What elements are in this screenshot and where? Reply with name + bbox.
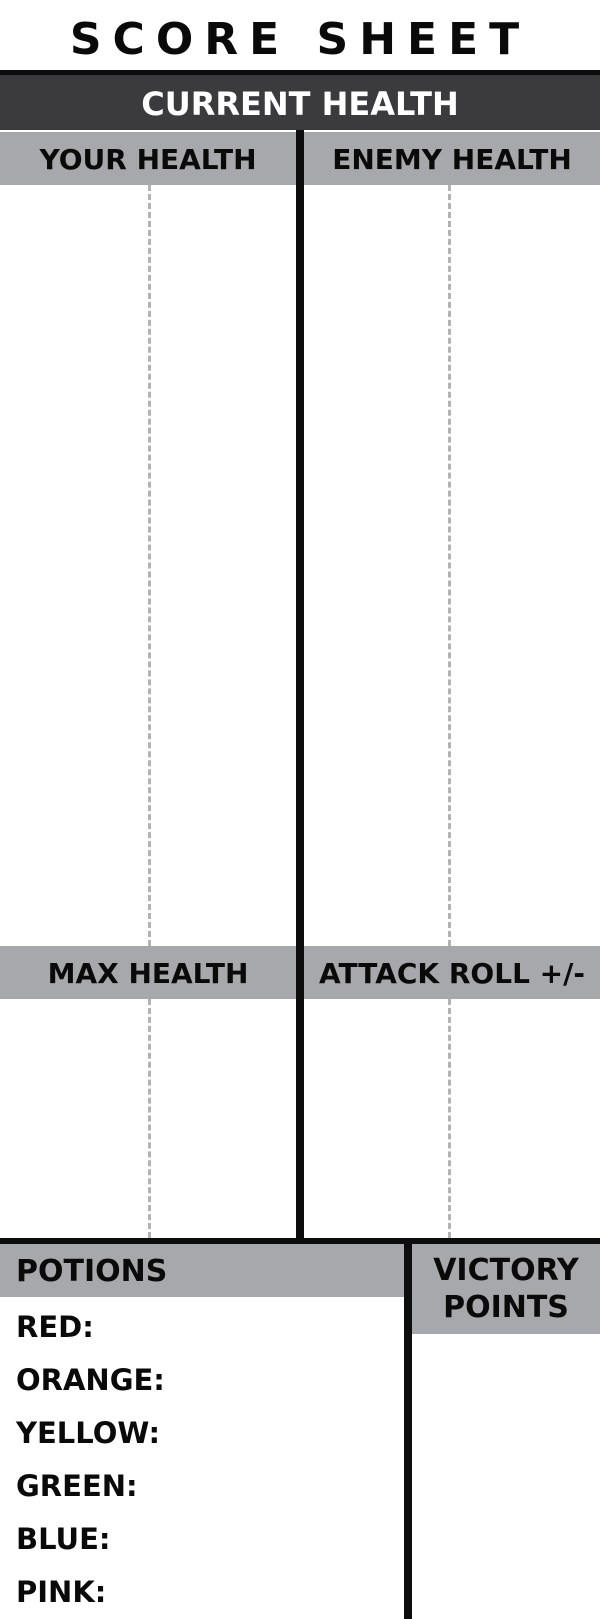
attack-roll-dashed-guide [448,999,451,1238]
potions-header: POTIONS [0,1244,404,1297]
your-health-dashed-guide [148,185,151,946]
current-health-banner: CURRENT HEALTH [0,75,600,130]
max-health-header: MAX HEALTH [0,946,296,999]
victory-points-line-1: VICTORY [433,1253,579,1288]
center-divider [296,130,304,1242]
potion-blue: BLUE: [16,1522,111,1556]
enemy-health-dashed-guide [448,185,451,946]
attack-roll-header: ATTACK ROLL +/- [304,946,600,999]
enemy-health-header: ENEMY HEALTH [304,132,600,185]
potion-pink: PINK: [16,1575,107,1609]
top-rule [0,70,600,75]
your-health-header: YOUR HEALTH [0,132,296,185]
bottom-divider [404,1238,412,1619]
potion-yellow: YELLOW: [16,1416,161,1450]
potion-green: GREEN: [16,1469,138,1503]
bottom-rule [0,1238,600,1244]
victory-points-line-2: POINTS [443,1290,569,1325]
potion-orange: ORANGE: [16,1363,165,1397]
potion-red: RED: [16,1310,94,1344]
victory-points-header: VICTORY POINTS [412,1244,600,1334]
potion-list: RED: ORANGE: YELLOW: GREEN: BLUE: PINK: [16,1301,396,1619]
max-health-dashed-guide [148,999,151,1238]
sheet-title: SCORE SHEET [69,14,531,65]
